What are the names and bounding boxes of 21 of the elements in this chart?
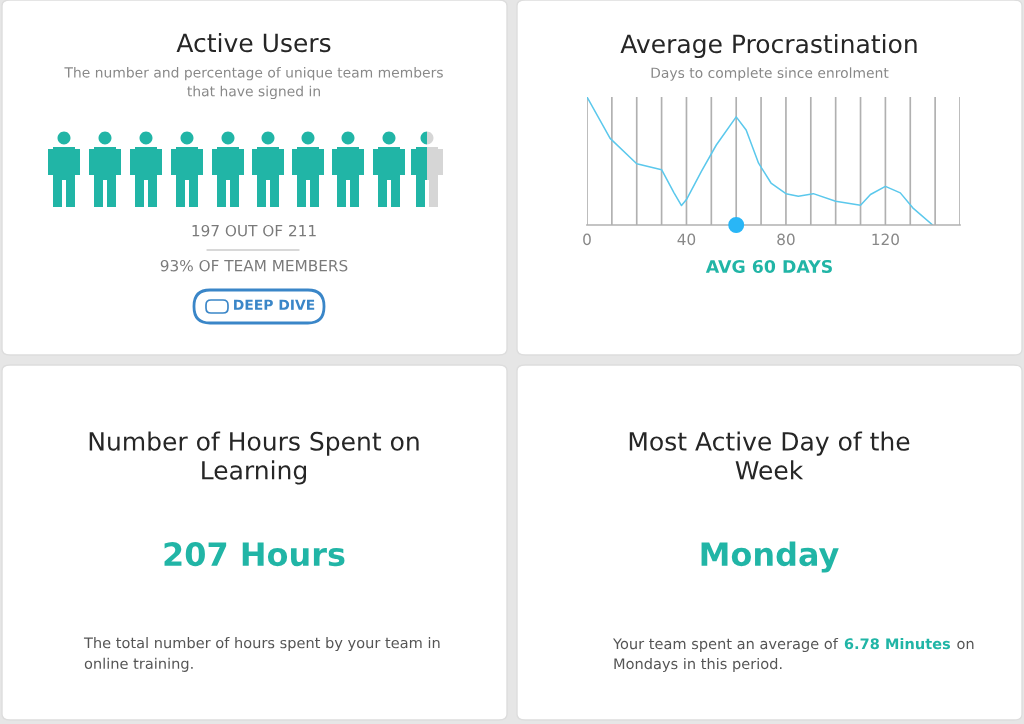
text: The total number of hours spent by your team in online training. — [83, 637, 440, 672]
x-tick-label: 80 — [777, 233, 795, 246]
text: Active Users — [176, 32, 331, 53]
chart-subtitle: Days to complete since enrolment — [651, 67, 889, 81]
text: 197 OUT OF 211 — [192, 224, 316, 237]
text: on — [957, 640, 974, 650]
text: AVG 60 DAYS — [705, 259, 832, 274]
text: Most Active Day of the Week — [629, 431, 910, 480]
x-tick-label: 0 — [583, 233, 591, 246]
text: Number of Hours Spent on Learning — [89, 431, 419, 485]
text: 93% OF TEAM MEMBERS — [160, 259, 348, 272]
text: 6.78 Minutes — [844, 637, 951, 650]
chart-title: Average Procrastination — [620, 33, 917, 59]
text: Monday — [701, 541, 839, 573]
text: Your team spent an average of — [612, 637, 839, 653]
text: DEEP DIVE — [234, 299, 315, 310]
text: 207 Hours — [164, 542, 345, 567]
x-tick-label: 40 — [677, 233, 696, 246]
x-tick-label: 120 — [872, 233, 899, 246]
text: The number and percentage of unique team members that have signed in — [64, 66, 443, 100]
text: Mondays in this period. — [614, 657, 782, 673]
